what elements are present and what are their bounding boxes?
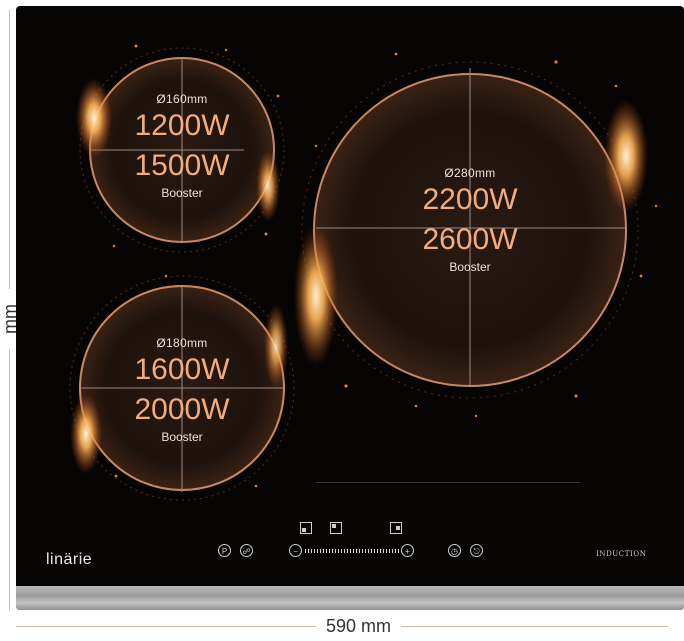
zone-select-right-icon[interactable] xyxy=(390,522,402,534)
height-dimension: 535 mm xyxy=(0,10,21,610)
zone-booster-label: Booster xyxy=(161,186,203,200)
heat-flare xyxy=(294,226,338,366)
zone-boost-power: 1500W xyxy=(134,149,230,182)
clock-icon[interactable]: ◷ xyxy=(448,544,461,557)
heat-flare xyxy=(70,394,102,474)
zone-bottom-left-labels: Ø180mm 1600W 2000W Booster xyxy=(112,336,252,444)
control-divider xyxy=(316,482,580,483)
cooking-zones-graphic xyxy=(69,44,658,501)
power-icon[interactable]: ⎋ xyxy=(470,544,483,557)
width-dimension: 590 mm xyxy=(16,616,684,640)
minus-icon[interactable]: − xyxy=(289,544,302,557)
heat-flare xyxy=(256,150,280,222)
slider-track[interactable] xyxy=(305,549,399,553)
zone-diameter: Ø160mm xyxy=(156,92,208,106)
zone-select-top-left-icon[interactable] xyxy=(330,522,342,534)
plus-icon[interactable]: + xyxy=(401,544,414,557)
zone-booster-label: Booster xyxy=(161,430,203,444)
zone-diameter: Ø180mm xyxy=(156,336,208,350)
width-dimension-label: 590 mm xyxy=(316,616,402,637)
zone-select-bottom-left-icon[interactable] xyxy=(300,522,312,534)
sparkles xyxy=(112,44,658,488)
induction-badge: INDUCTION xyxy=(596,550,647,558)
zone-power: 2200W xyxy=(422,183,518,216)
power-slider[interactable]: − + xyxy=(289,544,414,558)
steel-frame-edge xyxy=(16,586,684,610)
zone-power: 1200W xyxy=(134,109,230,142)
zone-bottom-left xyxy=(69,275,295,501)
pause-icon[interactable]: P xyxy=(218,544,231,557)
heat-flare xyxy=(76,78,112,158)
heat-flare xyxy=(264,304,288,388)
zone-right-labels: Ø280mm 2200W 2600W Booster xyxy=(390,166,550,274)
zone-booster-label: Booster xyxy=(449,260,491,274)
zone-top-left xyxy=(76,47,285,253)
heat-flare xyxy=(604,100,648,212)
zone-boost-power: 2600W xyxy=(422,223,518,256)
brand-logo: linärie xyxy=(46,551,93,568)
zone-right xyxy=(294,61,648,399)
zone-top-left-labels: Ø160mm 1200W 1500W Booster xyxy=(112,92,252,200)
zone-diameter: Ø280mm xyxy=(444,166,496,180)
cooktop-surface: Ø160mm 1200W 1500W Booster Ø280mm 2200W … xyxy=(16,6,684,610)
zone-boost-power: 2000W xyxy=(134,393,230,426)
zone-power: 1600W xyxy=(134,353,230,386)
lock-icon[interactable]: ☍ xyxy=(240,544,253,557)
